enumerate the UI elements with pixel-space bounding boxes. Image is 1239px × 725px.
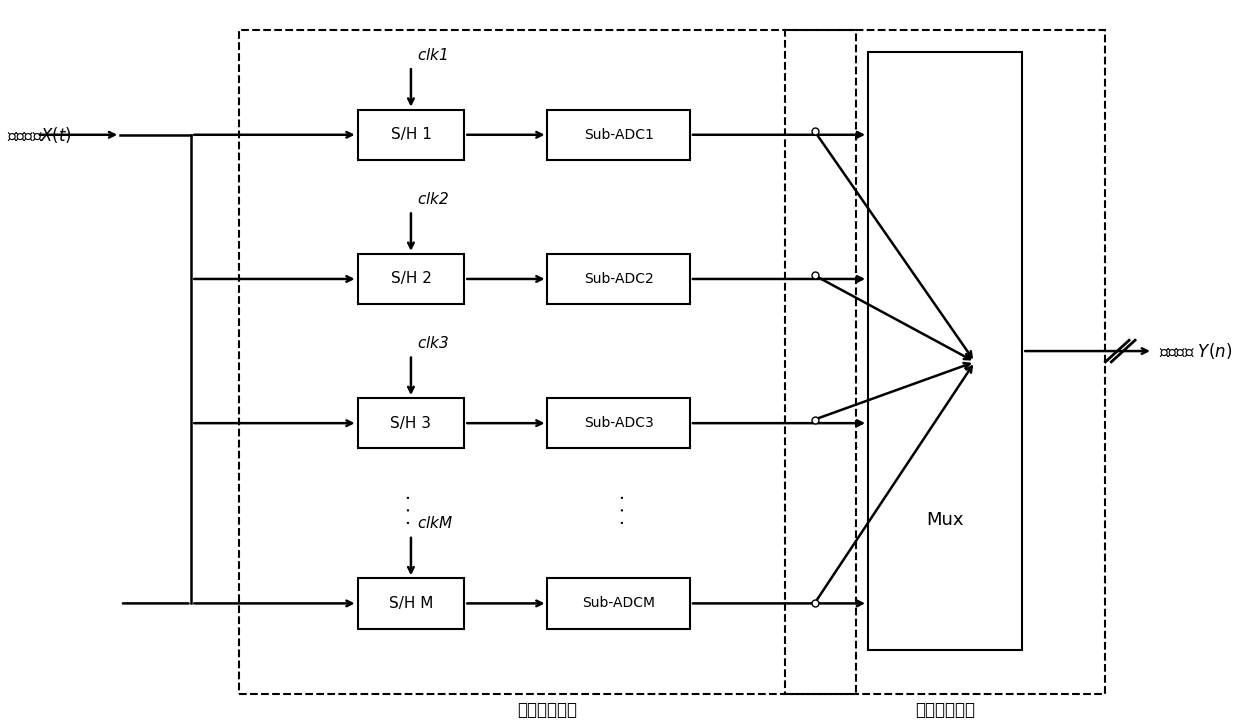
Text: S/H M: S/H M — [389, 596, 434, 611]
Bar — [548, 398, 690, 448]
Bar — [784, 30, 1105, 694]
Bar — [548, 109, 690, 160]
Bar — [548, 578, 690, 629]
Bar — [548, 254, 690, 304]
Text: S/H 3: S/H 3 — [390, 415, 431, 431]
Bar — [869, 52, 1022, 650]
Text: $clk$2: $clk$2 — [416, 191, 449, 207]
Text: $clk$3: $clk$3 — [416, 335, 449, 351]
Text: $clk$1: $clk$1 — [416, 46, 447, 62]
Text: S/H 2: S/H 2 — [390, 271, 431, 286]
Bar — [358, 398, 465, 448]
Text: Sub-ADCM: Sub-ADCM — [582, 597, 655, 610]
Text: · · ·: · · · — [615, 494, 634, 526]
Bar — [358, 109, 465, 160]
Text: · · ·: · · · — [401, 494, 420, 526]
Text: 数据复合模块: 数据复合模块 — [916, 701, 975, 718]
Bar — [239, 30, 856, 694]
Bar — [358, 578, 465, 629]
Bar — [358, 254, 465, 304]
Text: Sub-ADC1: Sub-ADC1 — [584, 128, 654, 142]
Text: Sub-ADC3: Sub-ADC3 — [584, 416, 653, 430]
Text: Mux: Mux — [927, 511, 964, 529]
Text: 模数转换模块: 模数转换模块 — [518, 701, 577, 718]
Text: Sub-ADC2: Sub-ADC2 — [584, 272, 653, 286]
Text: 数字输出 $Y$($n$): 数字输出 $Y$($n$) — [1158, 341, 1232, 361]
Text: 模拟输入$X$($t$): 模拟输入$X$($t$) — [7, 125, 72, 145]
Text: S/H 1: S/H 1 — [390, 128, 431, 142]
Text: ·
·
·: · · · — [855, 432, 857, 465]
Text: $clkM$: $clkM$ — [416, 515, 453, 531]
